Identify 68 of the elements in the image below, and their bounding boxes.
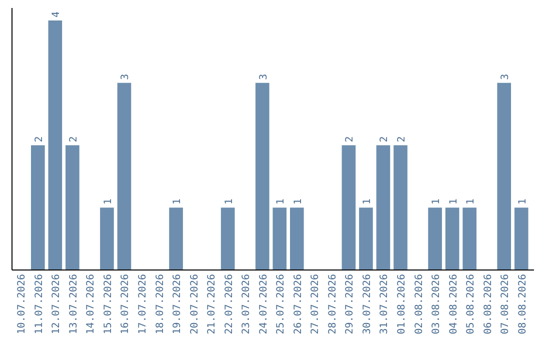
x-tick-label: 20.07.2026: [189, 274, 200, 334]
data-label: 3: [258, 74, 270, 80]
data-label: 1: [466, 198, 477, 205]
bar: [497, 82, 512, 270]
x-tick-label: 05.08.2026: [466, 274, 477, 334]
data-label: 1: [517, 198, 528, 205]
data-label: 2: [379, 136, 390, 142]
data-label: 1: [362, 198, 373, 205]
bar: [66, 145, 80, 270]
bar: [359, 208, 373, 270]
x-tick-label: 28.07.2026: [327, 274, 338, 334]
x-tick-label: 31.07.2026: [379, 274, 390, 334]
x-tick-label: 19.07.2026: [172, 274, 184, 334]
data-label: 2: [344, 136, 356, 142]
x-tick-label: 16.07.2026: [120, 274, 132, 334]
x-tick-label: 18.07.2026: [154, 274, 166, 334]
x-tick-label: 02.08.2026: [414, 274, 425, 334]
data-label: 1: [102, 198, 114, 205]
bar: [514, 208, 528, 270]
x-tick-label: 25.07.2026: [276, 274, 287, 334]
x-tick-label: 15.07.2026: [102, 274, 114, 334]
x-tick-label: 03.08.2026: [431, 274, 442, 334]
data-label: 1: [448, 198, 460, 205]
x-tick-label: 10.07.2026: [16, 274, 28, 334]
bar: [48, 20, 62, 270]
data-label: 4: [51, 11, 62, 18]
bar: [272, 208, 287, 270]
x-tick-label: 08.08.2026: [517, 274, 528, 334]
data-label: 1: [276, 198, 287, 205]
x-tick-label: 14.07.2026: [86, 274, 97, 334]
x-tick-label: 13.07.2026: [68, 274, 80, 334]
data-label: 2: [34, 136, 45, 142]
bar: [445, 208, 460, 270]
data-label: 1: [431, 198, 442, 205]
data-label: 1: [172, 198, 184, 205]
x-tick-label: 07.08.2026: [500, 274, 512, 334]
x-tick-label: 29.07.2026: [344, 274, 356, 334]
x-tick-label: 21.07.2026: [206, 274, 218, 334]
bar: [462, 208, 476, 270]
bar: [169, 208, 183, 270]
bar: [117, 82, 132, 270]
data-label: 3: [500, 74, 512, 80]
bar: [290, 208, 304, 270]
x-tick-label: 11.07.2026: [34, 274, 45, 334]
x-tick-label: 26.07.2026: [292, 274, 304, 334]
x-tick-label: 27.07.2026: [310, 274, 322, 334]
x-tick-label: 04.08.2026: [448, 274, 460, 334]
x-tick-label: 24.07.2026: [258, 274, 270, 334]
x-tick-label: 23.07.2026: [241, 274, 252, 334]
bar: [220, 208, 235, 270]
x-tick-label: 01.08.2026: [396, 274, 408, 334]
data-label: 3: [120, 74, 132, 80]
bar: [100, 208, 114, 270]
data-label: 1: [224, 198, 235, 205]
x-tick-label: 30.07.2026: [362, 274, 373, 334]
bar: [376, 145, 390, 270]
data-label: 2: [68, 136, 80, 142]
bar: [428, 208, 442, 270]
bar: [394, 145, 408, 270]
x-tick-label: 06.08.2026: [482, 274, 494, 334]
bar: [30, 145, 45, 270]
data-label: 1: [292, 198, 304, 205]
x-tick-label: 17.07.2026: [138, 274, 148, 334]
x-tick-label: 12.07.2026: [51, 274, 62, 334]
x-tick-label: 22.07.2026: [224, 274, 235, 334]
bar: [255, 82, 270, 270]
data-label: 2: [396, 136, 408, 142]
bar: [342, 145, 356, 270]
